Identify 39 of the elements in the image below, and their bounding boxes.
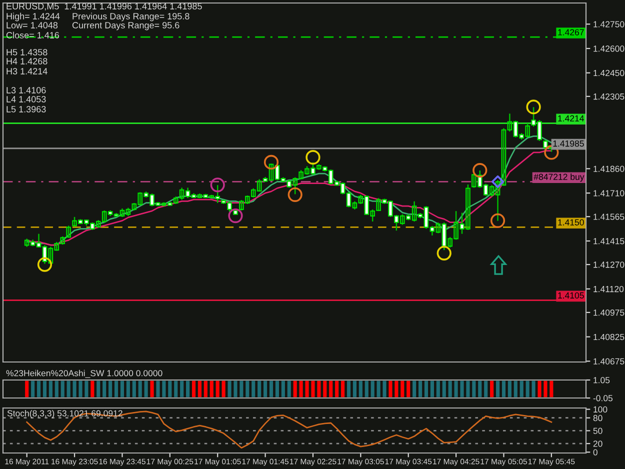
annotation: H4 1.4268 [6, 58, 48, 64]
y-tick-label: 50 [593, 428, 602, 434]
annotation: Close= 1.416 [6, 32, 60, 38]
y-tick-label: 1.41565 [594, 214, 624, 220]
y-tick-label: 1.42750 [594, 21, 624, 28]
y-tick-label: 1.41415 [594, 238, 624, 244]
annotation: L5 1.3963 [6, 106, 46, 112]
annotation: L3 1.4106 [6, 87, 46, 94]
chart-title: EURUSD,M5 1.41991 1.41996 1.41964 1.41985 [6, 3, 202, 10]
y-tick-label: 1.05 [594, 377, 610, 384]
y-tick-label: 1.42305 [594, 93, 624, 100]
ref-line-label: 1.4150 [558, 219, 584, 226]
y-tick-label: 1.40975 [594, 310, 624, 316]
y-tick-label: 80 [593, 414, 602, 422]
y-tick-label: 1.40675 [594, 358, 624, 364]
y-tick-label: 1.41120 [594, 286, 624, 292]
ref-line-label: 1.4105 [558, 292, 584, 299]
y-tick-label: 0 [593, 449, 598, 456]
annotation: Previous Days Range= 195.8 [72, 12, 190, 22]
ref-line-label: 1.41985 [553, 140, 584, 147]
y-tick-label: 1.41270 [594, 262, 624, 268]
annotation: L4 1.4053 [6, 96, 46, 102]
annotation: High= 1.4244 [6, 12, 60, 22]
y-tick-label: 1.40825 [594, 334, 624, 340]
annotation: Current Days Range= 95.6 [72, 22, 180, 30]
annotation: Low= 1.4048 [6, 22, 58, 28]
y-tick-label: 1.41860 [594, 166, 624, 172]
ref-line-label: 1.4267 [558, 29, 584, 36]
y-tick-label: 1.42600 [594, 46, 624, 52]
y-tick-label: 100 [594, 406, 608, 413]
ref-line-label: 1.4214 [558, 115, 584, 122]
annotation: H5 1.4358 [6, 49, 48, 56]
annotation: H3 1.4214 [6, 68, 48, 74]
y-tick-label: 1.41710 [594, 190, 624, 196]
ref-line-label: #847212 buy [534, 174, 584, 182]
y-tick-label: -0.05 [593, 395, 613, 402]
chart-title: %23Heiken%20Ashi_SW 1.0000 0.0000 [6, 370, 162, 378]
y-tick-label: 20 [593, 440, 602, 447]
y-tick-label: 1.42450 [594, 70, 624, 76]
